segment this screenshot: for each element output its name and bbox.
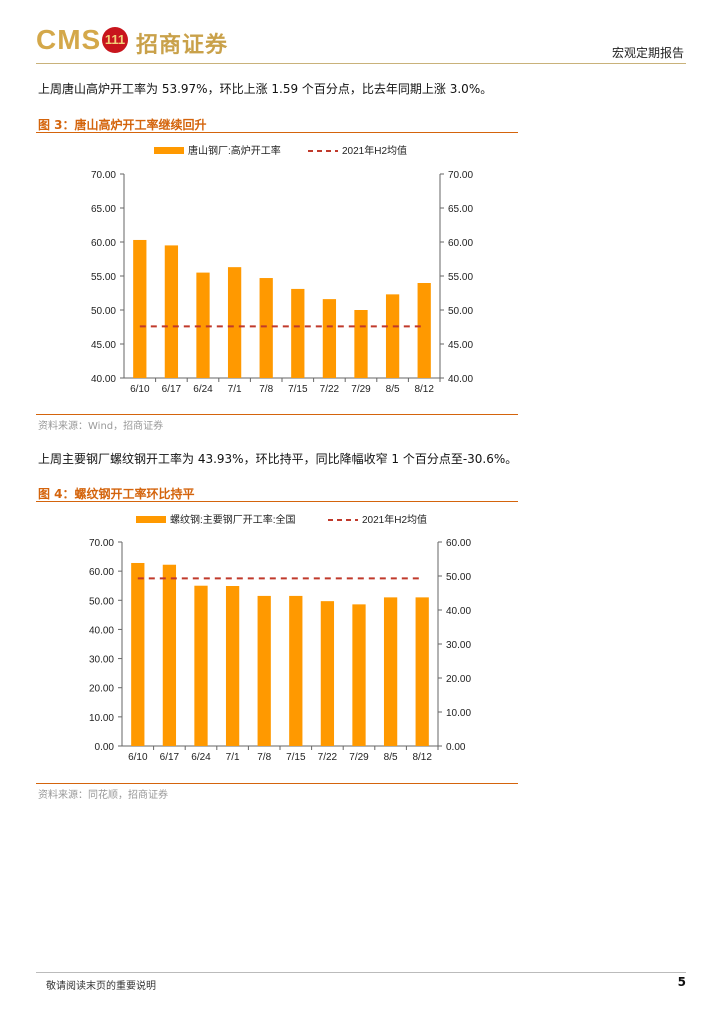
y-tick-label-right: 65.00 — [448, 204, 473, 215]
figure-4-title: 图 4：螺纹钢开工率环比持平 — [38, 487, 195, 501]
x-tick-label: 6/10 — [130, 384, 150, 395]
y-tick-label-left: 60.00 — [89, 567, 114, 578]
y-tick-label-left: 30.00 — [89, 655, 114, 666]
x-tick-label: 6/17 — [162, 384, 182, 395]
y-tick-label-right: 55.00 — [448, 272, 473, 283]
y-tick-label-left: 50.00 — [91, 306, 116, 317]
y-tick-label-right: 40.00 — [446, 606, 471, 617]
x-tick-label: 6/24 — [191, 752, 211, 763]
legend-bar-swatch — [154, 147, 184, 154]
logo-company-name: 招商证券 — [136, 32, 229, 58]
figure-4-source-rule — [36, 783, 518, 784]
x-tick-label: 8/5 — [386, 384, 400, 395]
logo-badge-icon: 111 — [102, 27, 128, 53]
report-type-label: 宏观定期报告 — [611, 46, 684, 60]
y-tick-label-right: 70.00 — [448, 170, 473, 181]
figure-3-chart: 唐山钢厂:高炉开工率 2021年H2均值 70.00 65.00 60.00 55.00 5… — [91, 144, 473, 395]
x-tick-label: 7/22 — [318, 752, 338, 763]
y-tick-label-right: 0.00 — [446, 742, 466, 753]
bar — [322, 299, 337, 378]
y-tick-label-left: 45.00 — [91, 340, 116, 351]
x-tick-label: 6/17 — [160, 752, 180, 763]
y-tick-label-left: 60.00 — [91, 238, 116, 249]
bar — [352, 604, 366, 746]
legend-bar-swatch — [136, 516, 166, 523]
legend-line-label: 2021年H2均值 — [342, 144, 407, 157]
x-tick-label: 8/5 — [384, 752, 398, 763]
figure-3-title-rule — [36, 132, 518, 133]
legend-line-label: 2021年H2均值 — [362, 513, 427, 526]
x-tick-label: 8/12 — [414, 384, 434, 395]
bar — [259, 278, 273, 378]
y-tick-label-left: 70.00 — [91, 170, 116, 181]
x-tick-label: 8/12 — [412, 752, 432, 763]
bar — [320, 601, 335, 746]
x-tick-label: 7/29 — [351, 384, 371, 395]
bar — [131, 562, 145, 746]
y-tick-label-right: 60.00 — [446, 538, 471, 549]
logo-cms-text: CMS — [36, 24, 102, 55]
figure-3-source-rule — [36, 414, 518, 415]
x-tick-label: 7/15 — [288, 384, 308, 395]
x-tick-label: 7/1 — [226, 752, 240, 763]
y-tick-label-right: 50.00 — [448, 306, 473, 317]
y-tick-label-right: 30.00 — [446, 640, 471, 651]
legend-bar-label: 螺纹钢:主要钢厂开工率:全国 — [170, 513, 296, 526]
figure-3-title: 图 3：唐山高炉开工率继续回升 — [38, 118, 207, 132]
bar — [133, 239, 147, 378]
bar — [385, 294, 400, 378]
x-tick-label: 7/15 — [286, 752, 306, 763]
bar — [257, 595, 271, 746]
header-divider — [36, 63, 686, 64]
y-tick-label-right: 45.00 — [448, 340, 473, 351]
footer-divider — [36, 972, 686, 973]
y-tick-label-right: 10.00 — [446, 708, 471, 719]
y-tick-label-left: 0.00 — [95, 742, 115, 753]
bar — [164, 245, 179, 378]
footer-disclaimer-note: 敬请阅读末页的重要说明 — [46, 981, 156, 992]
x-tick-label: 7/8 — [257, 752, 271, 763]
bar — [415, 597, 429, 746]
bar — [417, 283, 431, 378]
y-tick-label-left: 70.00 — [89, 538, 114, 549]
legend-bar-label: 唐山钢厂:高炉开工率 — [188, 144, 281, 157]
x-tick-label: 6/24 — [193, 384, 213, 395]
bar — [354, 310, 368, 378]
figure-4-source: 资料来源：同花顺，招商证券 — [38, 790, 168, 801]
y-tick-label-right: 40.00 — [448, 374, 473, 385]
bar — [194, 585, 208, 746]
y-tick-label-left: 65.00 — [91, 204, 116, 215]
bar — [225, 586, 240, 746]
y-tick-label-left: 40.00 — [91, 374, 116, 385]
figure-4-chart: 螺纹钢:主要钢厂开工率:全国 2021年H2均值 70.00 60.00 50.00 40… — [89, 513, 471, 763]
bar — [383, 597, 398, 746]
bar — [289, 595, 303, 746]
bar — [162, 564, 177, 746]
bar — [196, 272, 210, 378]
y-tick-label-left: 40.00 — [89, 625, 114, 636]
y-tick-label-right: 60.00 — [448, 238, 473, 249]
figure-4-title-rule — [36, 501, 518, 502]
x-tick-label: 7/1 — [228, 384, 242, 395]
x-tick-label: 7/29 — [349, 752, 369, 763]
page-number: 5 — [677, 975, 686, 989]
figure-3-source: 资料来源：Wind，招商证券 — [38, 421, 164, 432]
x-tick-label: 7/22 — [320, 384, 340, 395]
bar — [227, 267, 242, 378]
y-tick-label-left: 55.00 — [91, 272, 116, 283]
y-tick-label-left: 20.00 — [89, 684, 114, 695]
bar — [291, 288, 305, 378]
paragraph-rebar-rate: 上周主要钢厂螺纹钢开工率为 43.93%，环比持平，同比降幅收窄 1 个百分点至… — [38, 452, 518, 466]
y-tick-label-left: 10.00 — [89, 713, 114, 724]
y-tick-label-left: 50.00 — [89, 596, 114, 607]
x-tick-label: 6/10 — [128, 752, 148, 763]
paragraph-tangshan-rate: 上周唐山高炉开工率为 53.97%，环比上涨 1.59 个百分点，比去年同期上涨… — [38, 82, 493, 96]
y-tick-label-right: 20.00 — [446, 674, 471, 685]
x-tick-label: 7/8 — [259, 384, 273, 395]
y-tick-label-right: 50.00 — [446, 572, 471, 583]
